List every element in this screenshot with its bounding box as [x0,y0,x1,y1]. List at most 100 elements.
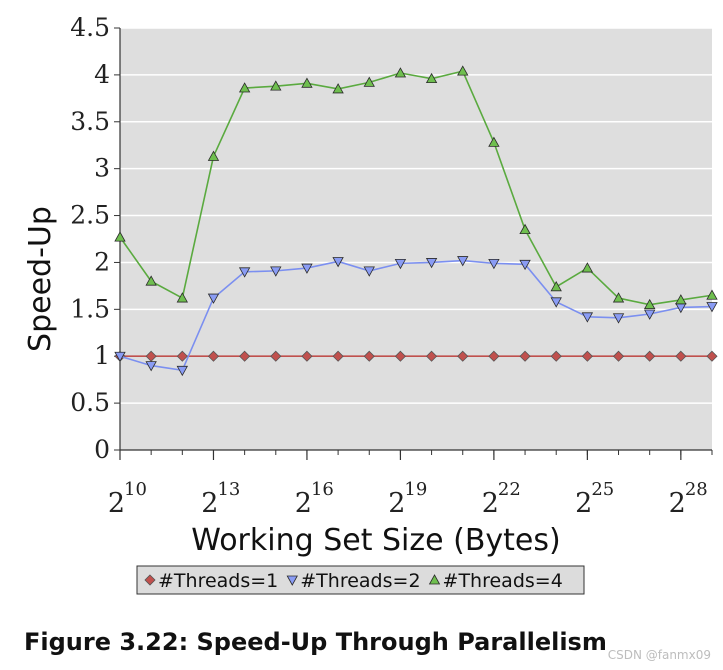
legend-box [136,565,585,595]
data-point [114,231,126,242]
data-point [581,312,594,323]
legend-entry: #Threads=4 [443,570,563,592]
data-point [176,292,188,303]
y-tick-label: 4 [94,60,110,89]
x-tick-label-base: 2 [108,488,125,519]
y-tick-label: 2.5 [70,201,110,230]
y-tick-label: 3.5 [70,107,110,136]
x-tick-label-base: 2 [482,488,499,519]
data-point [239,350,251,362]
data-point [363,266,375,277]
data-point [519,350,531,362]
data-point [332,257,344,268]
data-point [270,350,282,362]
data-point [457,350,469,362]
x-tick-label-exponent: 13 [217,479,240,500]
y-axis-label: Speed-Up [23,206,58,352]
y-tick-label: 0.5 [70,388,110,417]
x-tick-label-base: 2 [295,488,312,519]
x-tick-label-base: 2 [669,488,686,519]
data-point [238,82,251,93]
data-point [301,77,313,88]
data-point [332,350,344,362]
y-tick-label: 4.5 [70,13,110,42]
y-tick-label: 1 [94,341,110,370]
data-point [488,258,500,270]
y-tick-label: 3 [94,154,110,183]
data-point [706,350,718,362]
data-point [207,350,220,362]
data-point [176,350,188,362]
y-tick-label: 1.5 [70,294,110,323]
legend-entry: #Threads=2 [300,570,420,592]
series-line [119,70,713,306]
data-point [706,302,718,313]
data-point [270,266,282,277]
data-point [550,350,562,362]
data-point [612,313,625,324]
legend-marker [144,574,156,586]
data-point [581,350,593,362]
data-point [363,350,375,362]
data-point [581,262,594,273]
data-point [706,289,718,300]
y-axis-ticks: 0 0.5 1 1.5 2 2.5 3 3.5 4 4.5 [70,13,120,464]
legend-marker [286,575,298,586]
data-point [550,281,562,292]
data-point [457,256,469,267]
y-tick-label: 0 [94,435,110,464]
data-point [394,350,406,362]
x-tick-label-exponent: 19 [404,479,427,500]
data-point [425,72,438,84]
data-point [644,309,656,320]
figure-caption: Figure 3.22: Speed-Up Through Parallelis… [24,628,607,656]
series--threads-4 [114,65,718,310]
data-point [612,292,625,303]
data-point [114,351,126,363]
data-point [675,350,687,362]
x-tick-label-exponent: 22 [498,479,521,500]
legend-marker [428,574,441,585]
data-point [301,350,313,362]
data-point [176,365,188,377]
data-point [644,350,656,362]
x-tick-label-base: 2 [575,488,592,519]
data-point [145,275,157,286]
data-point [270,80,282,91]
data-point [675,294,687,305]
data-point [394,258,407,270]
data-point [519,259,531,271]
data-point [332,83,344,94]
data-point [519,223,531,235]
x-axis-ticks: 2 10 2 13 2 16 2 19 2 22 2 25 2 28 [108,450,713,519]
x-axis-label: Working Set Size (Bytes) [191,523,560,558]
data-point [207,150,220,161]
data-point [394,67,407,78]
data-point [207,293,220,304]
data-point [488,350,500,362]
data-point [363,76,375,87]
data-point [301,263,313,274]
data-point [488,136,500,147]
x-tick-label-exponent: 10 [124,479,147,500]
data-point [425,258,438,269]
x-tick-label-base: 2 [201,488,218,519]
x-tick-label-exponent: 25 [591,479,614,500]
speedup-line-chart: 00.511.522.533.544.5 2 10 2 13 2 16 2 19 2 22 2 25 2… [23,13,718,595]
x-tick-label-exponent: 28 [685,479,708,500]
data-point [550,297,562,308]
legend-entry: #Threads=1 [158,570,278,592]
data-point [238,267,251,278]
watermark: CSDN @fanmx09 [607,648,711,662]
plot-area [120,28,712,450]
data-point [644,298,656,310]
data-series [114,65,718,377]
data-point [612,350,625,362]
x-tick-label-exponent: 16 [311,479,334,500]
data-point [426,350,438,362]
data-point [145,361,157,372]
data-point [457,65,469,76]
legend: #Threads=1 #Threads=2 #Threads=4 [136,565,585,595]
y-tick-label: 2 [94,247,110,276]
x-tick-label-base: 2 [388,488,405,519]
